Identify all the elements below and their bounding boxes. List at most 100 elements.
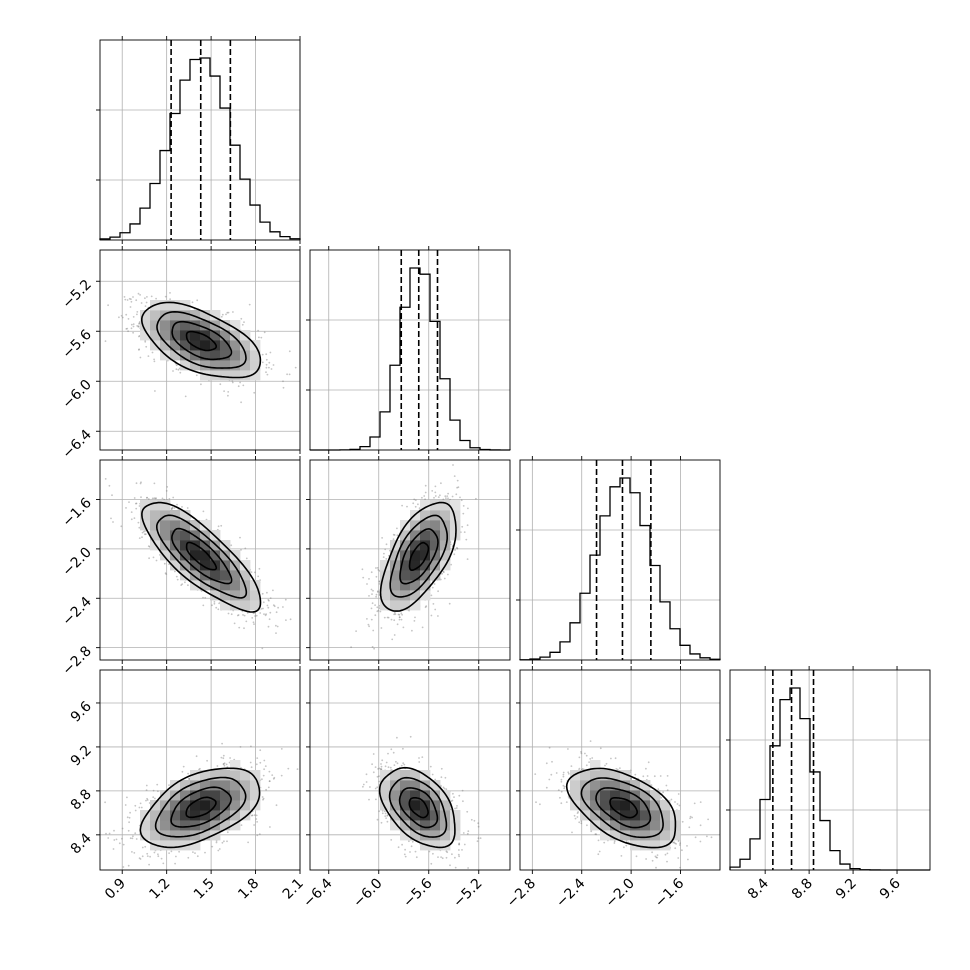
density-cell <box>210 550 221 561</box>
sample-point <box>138 335 140 338</box>
sample-point <box>447 492 449 495</box>
sample-point <box>170 508 173 511</box>
sample-point <box>137 521 140 524</box>
sample-point <box>174 570 176 573</box>
sample-point <box>153 360 156 363</box>
sample-point <box>188 777 191 780</box>
y-tick-label: −5.2 <box>59 277 94 312</box>
sample-point <box>220 524 223 527</box>
density-cell <box>220 590 231 601</box>
sample-point <box>223 390 225 392</box>
density-cell <box>170 300 181 311</box>
sample-point <box>262 601 265 604</box>
density-cell <box>180 540 191 551</box>
sample-point <box>221 841 224 844</box>
sample-point <box>414 616 416 619</box>
sample-point <box>123 296 126 298</box>
density-cell <box>190 560 201 571</box>
sample-point <box>169 298 171 300</box>
sample-point <box>240 401 243 404</box>
density-cell <box>230 560 241 571</box>
sample-point <box>136 311 139 313</box>
sample-point <box>254 615 256 617</box>
sample-point <box>239 381 242 384</box>
density-cell <box>170 520 181 531</box>
sample-point <box>226 831 229 834</box>
sample-point <box>130 327 133 330</box>
sample-point <box>411 629 413 632</box>
sample-point <box>239 536 241 539</box>
sample-point <box>175 575 178 578</box>
sample-point <box>425 605 428 608</box>
sample-point <box>266 591 268 594</box>
sample-point <box>376 590 379 593</box>
sample-point <box>226 311 229 314</box>
sample-point <box>258 336 260 339</box>
density-cell <box>200 560 211 571</box>
sample-point <box>264 765 267 767</box>
sample-point <box>143 533 146 536</box>
density-cell <box>230 360 241 371</box>
sample-point <box>148 557 150 560</box>
sample-point <box>393 534 396 536</box>
sample-point <box>263 331 266 334</box>
sample-point <box>424 498 426 501</box>
sample-point <box>269 597 272 599</box>
sample-point <box>451 495 454 498</box>
sample-point <box>375 593 378 596</box>
sample-point <box>401 504 403 507</box>
density-cell <box>200 520 211 531</box>
sample-point <box>459 496 461 499</box>
sample-point <box>218 848 221 850</box>
sample-point <box>149 855 151 858</box>
density-cell <box>200 350 211 361</box>
contours <box>141 301 262 379</box>
sample-point <box>267 599 270 601</box>
density-cell <box>390 570 401 581</box>
sample-point <box>230 544 233 547</box>
density-cell <box>400 560 411 571</box>
sample-point <box>215 840 218 842</box>
y-tick-label: −1.6 <box>59 495 94 530</box>
sample-point <box>255 814 258 817</box>
sample-point <box>171 507 174 509</box>
sample-point <box>268 361 271 364</box>
sample-point <box>424 484 427 487</box>
density-cell <box>220 570 231 581</box>
sample-point <box>146 799 149 801</box>
sample-point <box>269 351 272 354</box>
sample-point <box>202 596 204 599</box>
sample-point <box>442 570 445 573</box>
density-cell <box>430 560 441 571</box>
sample-point <box>260 336 263 339</box>
sample-point <box>138 526 141 529</box>
density-cell <box>200 340 211 351</box>
density-cell <box>150 520 161 531</box>
sample-point <box>265 353 268 356</box>
sample-point <box>400 612 403 615</box>
density-cell <box>190 310 201 321</box>
sample-point <box>184 395 187 398</box>
sample-point <box>231 381 234 384</box>
density-cell <box>400 530 411 541</box>
sample-point <box>112 848 115 850</box>
sample-point <box>421 626 424 629</box>
sample-point <box>433 583 436 585</box>
density-cell <box>250 350 261 361</box>
sample-point <box>237 385 240 388</box>
sample-point <box>382 556 385 558</box>
sample-point <box>258 567 261 570</box>
y-tick-label: −2.4 <box>59 594 94 629</box>
sample-point <box>191 301 194 304</box>
density-cell <box>190 340 201 351</box>
density-cell <box>430 500 441 511</box>
sample-point <box>366 618 368 620</box>
contours <box>141 501 262 613</box>
sample-point <box>184 581 186 584</box>
density-cell <box>230 580 241 591</box>
sample-point <box>393 634 396 636</box>
density-cell <box>200 370 211 381</box>
sample-point <box>368 578 370 580</box>
density-cell <box>410 600 421 611</box>
contour-level-1 <box>185 541 218 571</box>
